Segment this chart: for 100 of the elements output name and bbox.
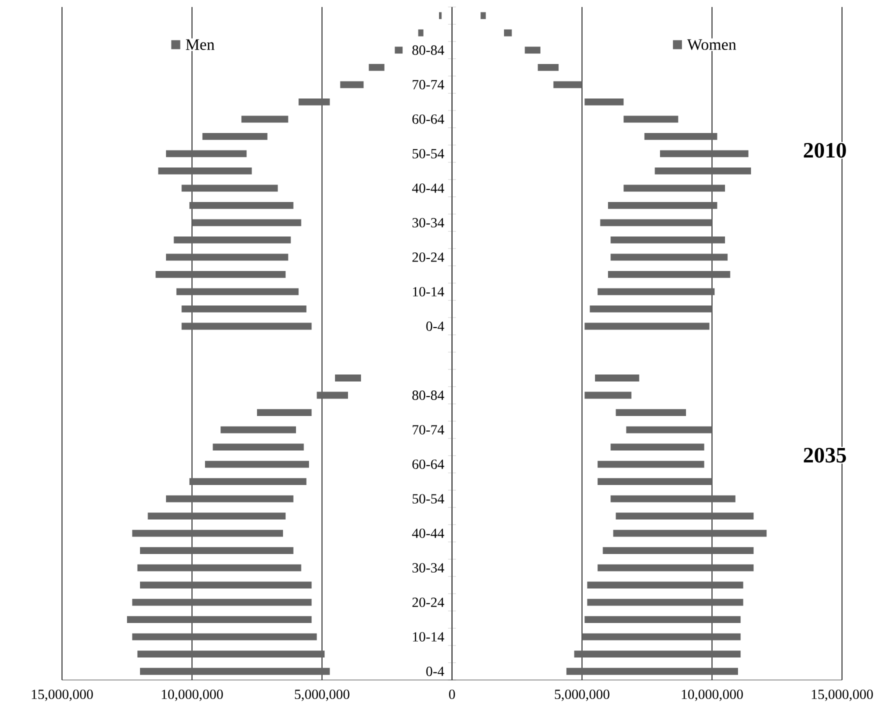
y-tick-label: 80-84	[412, 45, 444, 55]
bar	[584, 98, 624, 106]
bar	[140, 547, 294, 554]
x-tick-label: 10,000,000	[162, 690, 223, 702]
bar	[590, 306, 712, 312]
bar	[127, 616, 312, 624]
bar	[553, 81, 582, 88]
bar	[626, 426, 712, 434]
y-tick-label: 0-4	[426, 322, 444, 331]
annotation: 2035	[804, 448, 846, 463]
bar	[174, 236, 291, 244]
bar	[587, 582, 744, 589]
bar	[613, 530, 767, 537]
bar	[182, 322, 312, 330]
bar	[584, 616, 741, 624]
x-tick-label: 0	[449, 690, 455, 700]
bar	[600, 219, 712, 226]
bar	[205, 460, 310, 468]
bar	[439, 12, 442, 20]
bar	[132, 633, 317, 640]
bar	[584, 322, 710, 330]
bar	[148, 512, 286, 520]
bar	[610, 444, 704, 450]
bar	[616, 409, 686, 416]
y-tick-label: 30-34	[412, 563, 444, 573]
bar	[182, 306, 306, 312]
y-tick-label: 70-74	[412, 80, 444, 90]
bar	[340, 81, 364, 88]
y-tick-label: 40-44	[412, 183, 444, 193]
bar	[574, 650, 741, 658]
y-tick-label: 0-4	[426, 666, 444, 676]
bar	[582, 633, 741, 640]
bar	[660, 150, 748, 158]
bar	[524, 46, 540, 54]
bar	[298, 98, 330, 106]
bar	[608, 202, 718, 209]
bar	[602, 547, 754, 554]
x-tick-label: 15,000,000	[812, 690, 873, 702]
bar	[598, 564, 754, 572]
bar	[654, 167, 752, 174]
bar	[192, 219, 302, 226]
legend-label: Men	[186, 39, 214, 50]
y-tick-label: 10-14	[413, 287, 444, 296]
bar	[158, 167, 252, 174]
bar	[584, 392, 632, 399]
y-tick-label: 30-34	[412, 218, 444, 228]
y-tick-label: 20-24	[412, 252, 444, 262]
bar	[610, 254, 728, 261]
bar	[189, 478, 306, 485]
bar	[140, 582, 312, 589]
bar	[166, 495, 294, 502]
x-tick-label: 15,000,000	[32, 690, 93, 702]
bar	[137, 564, 302, 572]
bar	[220, 426, 296, 434]
bar	[182, 184, 278, 192]
bar	[418, 29, 424, 36]
bar	[202, 132, 268, 140]
bar	[140, 668, 330, 675]
bar	[176, 288, 299, 296]
y-tick-label: 70-74	[412, 425, 444, 434]
bar	[156, 271, 286, 278]
y-tick-label: 10-14	[413, 632, 444, 642]
bar	[241, 116, 288, 123]
bar	[132, 530, 284, 537]
bar	[166, 150, 247, 158]
bar	[132, 598, 312, 606]
bar	[335, 374, 362, 382]
bar	[368, 64, 384, 71]
y-tick-label: 40-44	[412, 528, 444, 538]
bar	[595, 374, 640, 382]
bar	[624, 116, 678, 123]
bar	[624, 184, 726, 192]
bar	[616, 512, 754, 520]
bar	[644, 132, 718, 140]
bar	[566, 668, 738, 675]
bar	[480, 12, 486, 20]
bar	[257, 409, 312, 416]
bar	[504, 29, 512, 36]
bar	[598, 460, 704, 468]
bar	[608, 271, 730, 278]
bar	[316, 392, 348, 399]
x-tick-label: 10,000,000	[682, 690, 743, 702]
bar	[137, 650, 325, 658]
legend-label: Women	[687, 39, 736, 50]
x-tick-label: 5,000,000	[554, 690, 610, 702]
y-tick-label: 20-24	[412, 598, 444, 608]
bar	[189, 202, 294, 209]
bar	[587, 598, 744, 606]
bar	[610, 236, 726, 244]
y-tick-label: 50-54	[412, 494, 444, 504]
y-tick-label: 60-64	[412, 114, 444, 124]
bar	[598, 478, 712, 485]
y-tick-label: 60-64	[412, 460, 444, 469]
y-tick-label: 50-54	[412, 148, 444, 158]
bar	[610, 495, 736, 502]
y-tick-label: 80-84	[412, 390, 444, 400]
bar	[394, 46, 403, 54]
bar	[166, 254, 288, 261]
annotation: 2010	[804, 142, 846, 158]
bar	[598, 288, 715, 296]
